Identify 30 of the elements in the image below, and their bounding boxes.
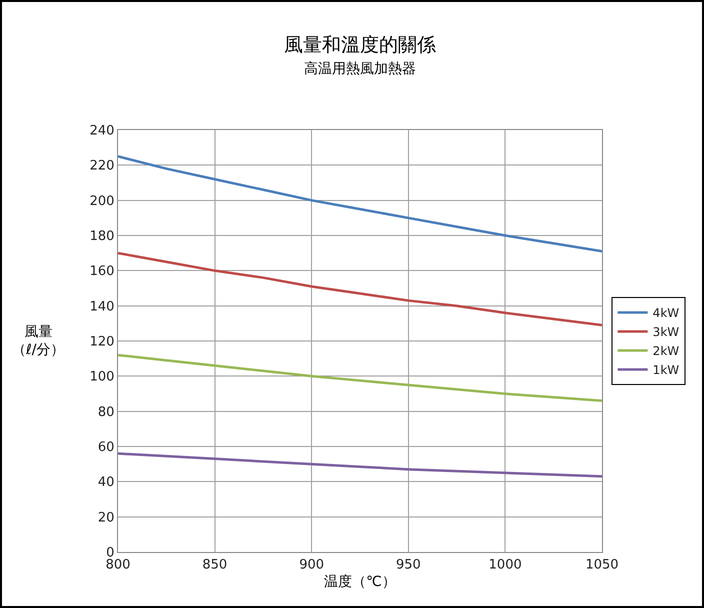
legend-label: 2kW xyxy=(652,344,680,358)
legend-label: 4kW xyxy=(652,306,680,320)
y-tick-label: 60 xyxy=(98,440,114,456)
chart-title: 風量和溫度的關係 xyxy=(284,34,436,56)
y-tick-label: 160 xyxy=(90,264,114,280)
y-tick-label: 240 xyxy=(90,124,114,139)
y-tick-label: 180 xyxy=(90,229,114,244)
y-tick-label: 100 xyxy=(90,370,114,385)
y-axis-title: 風量（ℓ/分） xyxy=(12,324,64,358)
y-tick-label: 80 xyxy=(98,404,114,420)
legend-label: 1kW xyxy=(652,363,680,378)
line-series xyxy=(118,252,602,326)
x-tick-label: 950 xyxy=(396,558,421,573)
line-series xyxy=(118,155,602,253)
y-tick-label: 20 xyxy=(98,510,114,526)
chart-subtitle: 高温用熱風加熱器 xyxy=(304,61,416,77)
line-series xyxy=(118,354,602,402)
x-tick-label: 800 xyxy=(106,558,130,573)
line-series xyxy=(118,452,602,478)
x-axis-title: 温度（℃） xyxy=(324,574,396,590)
x-tick-label: 900 xyxy=(299,558,324,573)
y-tick-label: 40 xyxy=(98,475,114,490)
legend-label: 3kW xyxy=(652,325,680,340)
y-tick-label: 140 xyxy=(90,299,114,314)
y-tick-label: 200 xyxy=(90,194,114,209)
y-tick-label: 120 xyxy=(90,334,114,350)
x-tick-label: 1050 xyxy=(585,558,619,573)
x-tick-label: 850 xyxy=(202,558,228,573)
y-tick-label: 220 xyxy=(90,158,114,174)
x-tick-label: 1000 xyxy=(488,558,522,573)
